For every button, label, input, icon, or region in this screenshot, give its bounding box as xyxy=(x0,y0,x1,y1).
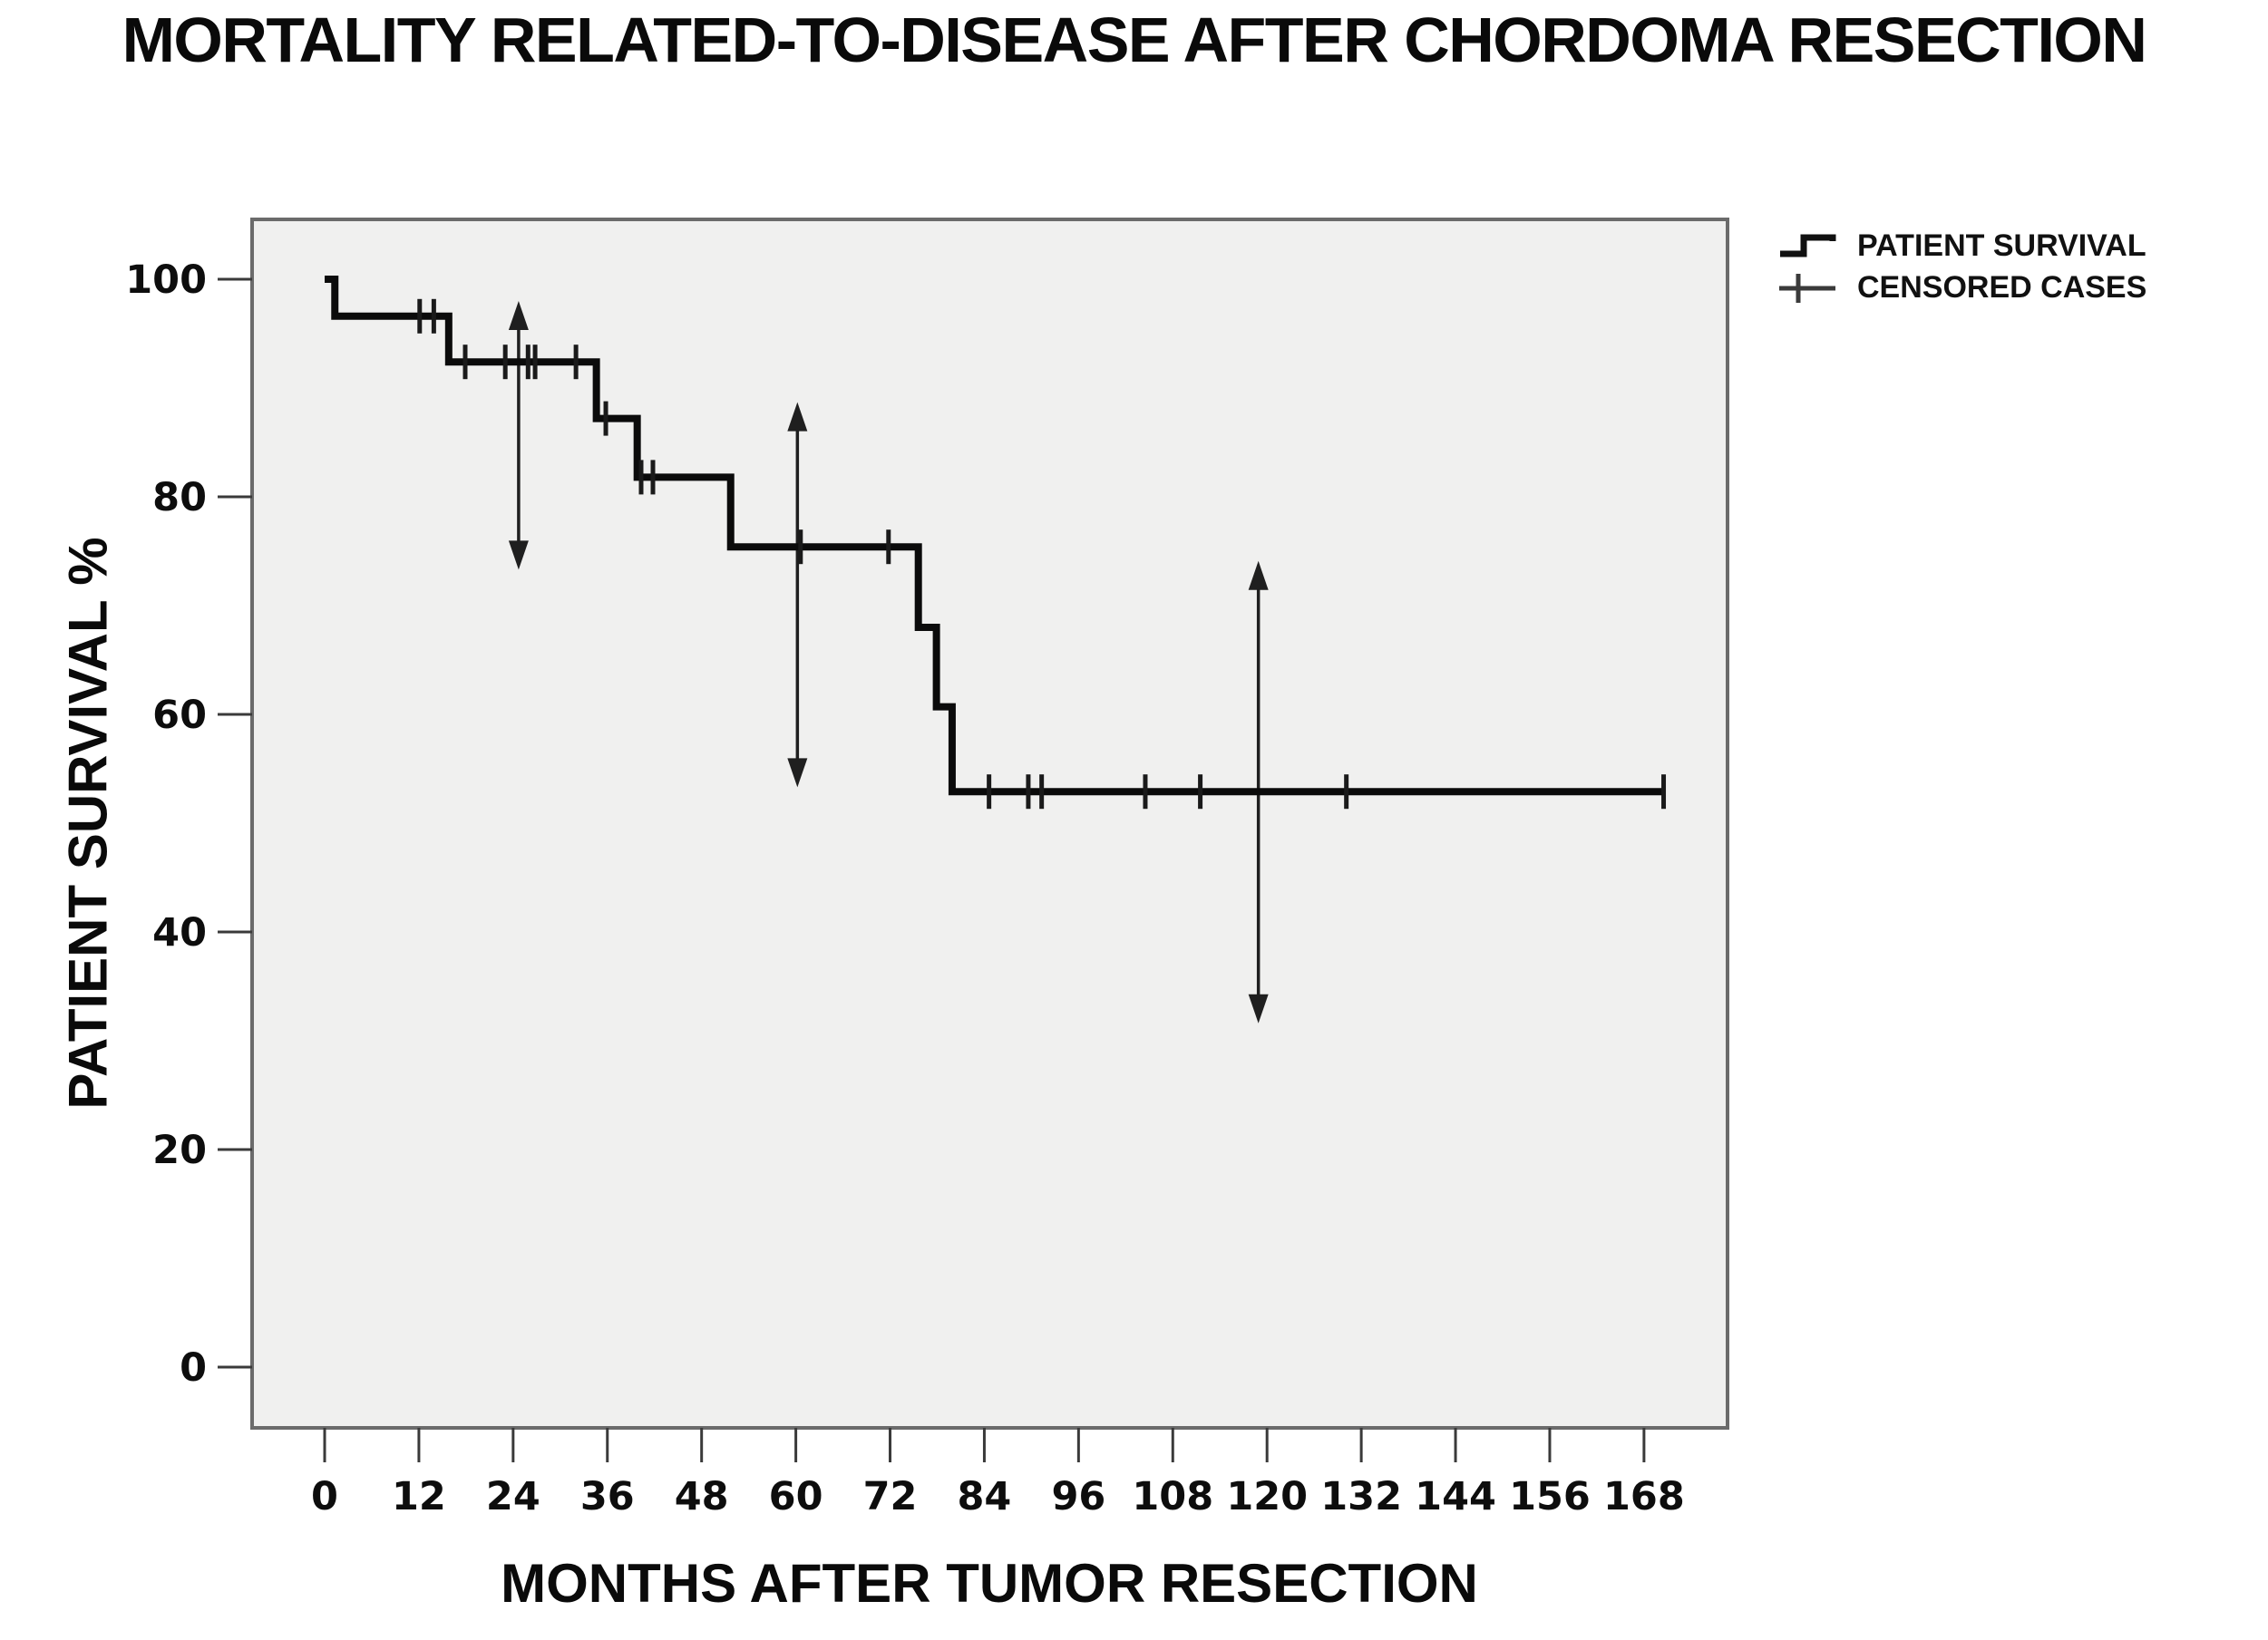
x-tick-label: 36 xyxy=(580,1474,635,1519)
ci-arrow-head-up xyxy=(508,301,529,330)
survival-step-curve xyxy=(325,276,1664,796)
y-tick-label: 80 xyxy=(152,475,207,520)
plus-icon xyxy=(1779,274,1835,303)
step-line-icon xyxy=(1780,234,1836,257)
y-tick-label: 60 xyxy=(152,693,207,738)
x-tick-label: 72 xyxy=(863,1474,918,1519)
plot-area xyxy=(250,218,1729,1430)
x-tick-label: 120 xyxy=(1226,1474,1308,1519)
x-tick-label: 48 xyxy=(675,1474,729,1519)
x-tick-label: 156 xyxy=(1509,1474,1591,1519)
ci-arrow xyxy=(787,402,808,788)
x-axis-title: MONTHS AFTER TUMOR RESECTION xyxy=(501,1553,1478,1614)
legend-item-patient-survival: PATIENT SURVIVAL xyxy=(1776,225,2146,267)
x-tick-label: 12 xyxy=(392,1474,446,1519)
x-tick-label: 24 xyxy=(486,1474,540,1519)
x-tick-label: 132 xyxy=(1320,1474,1402,1519)
y-tick-label: 20 xyxy=(152,1128,207,1173)
x-tick-label: 168 xyxy=(1603,1474,1685,1519)
x-tick-label: 96 xyxy=(1051,1474,1105,1519)
ci-arrow-head-down xyxy=(1248,994,1269,1024)
ci-arrow-head-down xyxy=(787,758,808,788)
x-tick-label: 84 xyxy=(958,1474,1012,1519)
x-tick-label: 144 xyxy=(1415,1474,1496,1519)
legend-label-censored-cases: CENSORED CASES xyxy=(1857,269,2147,305)
y-tick-label: 40 xyxy=(152,910,207,956)
x-tick-label: 0 xyxy=(311,1474,338,1519)
legend-label-patient-survival: PATIENT SURVIVAL xyxy=(1857,228,2146,263)
y-tick-label: 100 xyxy=(125,257,207,303)
x-tick-label: 60 xyxy=(769,1474,823,1519)
legend: PATIENT SURVIVAL CENSORED CASES xyxy=(1776,225,2146,308)
chart-title: MORTALITY RELATED-TO-DISEASE AFTER CHORD… xyxy=(122,5,2147,75)
legend-item-censored-cases: CENSORED CASES xyxy=(1776,267,2146,308)
y-tick-label: 0 xyxy=(180,1345,207,1391)
ci-arrow-head-up xyxy=(1248,560,1269,590)
ci-arrow-head-up xyxy=(787,402,808,432)
ci-arrow-head-down xyxy=(508,540,529,570)
x-tick-label: 108 xyxy=(1132,1474,1213,1519)
